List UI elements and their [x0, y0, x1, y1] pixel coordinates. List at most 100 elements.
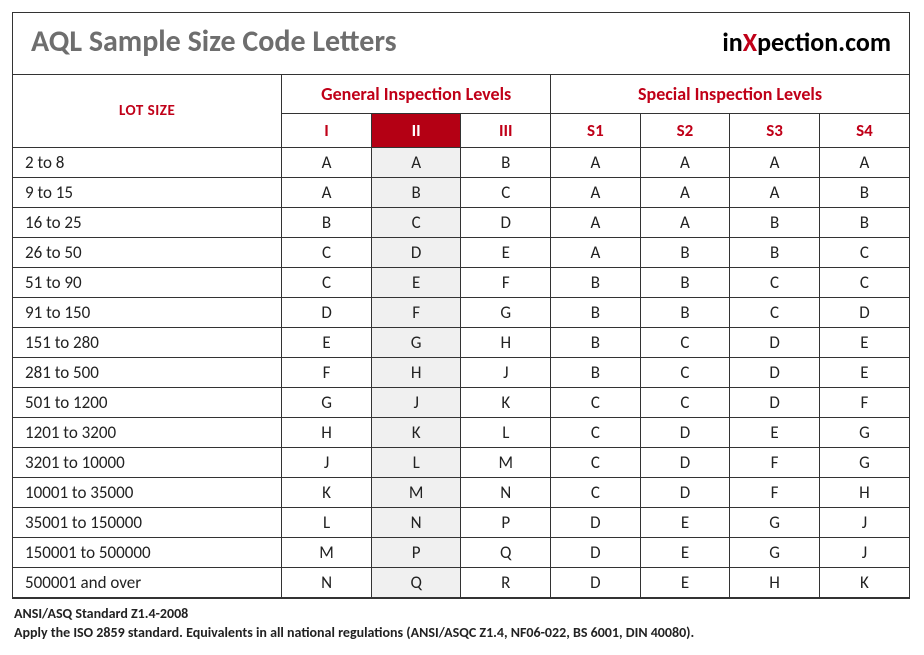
special-cell: B: [819, 178, 909, 208]
general-cell: D: [282, 298, 372, 328]
lot-size-cell: 3201 to 10000: [13, 448, 282, 478]
general-cell: A: [371, 148, 461, 178]
general-cell: B: [371, 178, 461, 208]
footer-notes: ANSI/ASQ Standard Z1.4-2008 Apply the IS…: [12, 599, 910, 643]
general-cell: N: [282, 568, 372, 598]
general-cell: J: [371, 388, 461, 418]
special-cell: A: [551, 178, 641, 208]
general-cell: R: [461, 568, 551, 598]
general-cell: A: [282, 148, 372, 178]
lot-size-cell: 501 to 1200: [13, 388, 282, 418]
general-cell: J: [461, 358, 551, 388]
lot-size-cell: 2 to 8: [13, 148, 282, 178]
col-head-special-S2: S2: [640, 114, 730, 148]
table-row: 3201 to 10000JLMCDFG: [13, 448, 909, 478]
table-row: 16 to 25BCDAABB: [13, 208, 909, 238]
special-cell: F: [819, 388, 909, 418]
footer-line-1: ANSI/ASQ Standard Z1.4-2008: [14, 605, 908, 624]
table-row: 281 to 500FHJBCDE: [13, 358, 909, 388]
special-cell: E: [819, 358, 909, 388]
table-row: 151 to 280EGHBCDE: [13, 328, 909, 358]
special-cell: E: [640, 568, 730, 598]
special-cell: A: [730, 148, 820, 178]
lot-size-cell: 35001 to 150000: [13, 508, 282, 538]
special-cell: C: [640, 328, 730, 358]
lot-size-cell: 16 to 25: [13, 208, 282, 238]
table-row: 2 to 8AABAAAA: [13, 148, 909, 178]
general-cell: L: [371, 448, 461, 478]
col-head-general-II: II: [371, 114, 461, 148]
lot-size-cell: 151 to 280: [13, 328, 282, 358]
col-head-special-S4: S4: [819, 114, 909, 148]
header-row: AQL Sample Size Code Letters inXpection.…: [13, 13, 909, 75]
general-cell: E: [371, 268, 461, 298]
general-cell: L: [282, 508, 372, 538]
general-cell: C: [371, 208, 461, 238]
general-cell: F: [371, 298, 461, 328]
col-group-general: General Inspection Levels: [282, 75, 551, 114]
general-cell: G: [461, 298, 551, 328]
general-cell: G: [371, 328, 461, 358]
table-row: 1201 to 3200HKLCDEG: [13, 418, 909, 448]
general-cell: N: [371, 508, 461, 538]
special-cell: A: [551, 238, 641, 268]
special-cell: G: [819, 418, 909, 448]
special-cell: D: [640, 478, 730, 508]
special-cell: D: [551, 568, 641, 598]
table-row: 9 to 15ABCAAAB: [13, 178, 909, 208]
general-cell: H: [461, 328, 551, 358]
general-cell: A: [282, 178, 372, 208]
special-cell: D: [730, 358, 820, 388]
special-cell: A: [730, 178, 820, 208]
special-cell: J: [819, 508, 909, 538]
special-cell: C: [819, 238, 909, 268]
lot-size-cell: 10001 to 35000: [13, 478, 282, 508]
special-cell: C: [551, 448, 641, 478]
general-cell: G: [282, 388, 372, 418]
special-cell: C: [730, 298, 820, 328]
special-cell: C: [551, 388, 641, 418]
table-row: 150001 to 500000MPQDEGJ: [13, 538, 909, 568]
special-cell: A: [640, 148, 730, 178]
special-cell: B: [551, 268, 641, 298]
table-row: 35001 to 150000LNPDEGJ: [13, 508, 909, 538]
col-head-general-I: I: [282, 114, 372, 148]
special-cell: A: [640, 208, 730, 238]
table-row: 51 to 90CEFBBCC: [13, 268, 909, 298]
special-cell: D: [819, 298, 909, 328]
general-cell: Q: [461, 538, 551, 568]
special-cell: C: [551, 478, 641, 508]
general-cell: C: [461, 178, 551, 208]
general-cell: K: [282, 478, 372, 508]
aql-table-frame: AQL Sample Size Code Letters inXpection.…: [12, 12, 910, 599]
special-cell: B: [551, 298, 641, 328]
special-cell: D: [730, 388, 820, 418]
lot-size-cell: 9 to 15: [13, 178, 282, 208]
general-cell: B: [282, 208, 372, 238]
general-cell: M: [371, 478, 461, 508]
table-row: 91 to 150DFGBBCD: [13, 298, 909, 328]
col-head-lot-size: LOT SIZE: [13, 75, 282, 148]
general-cell: Q: [371, 568, 461, 598]
general-cell: E: [461, 238, 551, 268]
special-cell: E: [640, 538, 730, 568]
brand-logo: inXpection.com: [722, 26, 891, 58]
special-cell: E: [819, 328, 909, 358]
table-row: 500001 and overNQRDEHK: [13, 568, 909, 598]
special-cell: B: [730, 238, 820, 268]
special-cell: E: [730, 418, 820, 448]
general-cell: P: [461, 508, 551, 538]
general-cell: C: [282, 268, 372, 298]
special-cell: C: [730, 268, 820, 298]
special-cell: G: [730, 508, 820, 538]
general-cell: H: [282, 418, 372, 448]
general-cell: L: [461, 418, 551, 448]
brand-x: X: [743, 26, 757, 58]
general-cell: P: [371, 538, 461, 568]
special-cell: D: [551, 508, 641, 538]
general-cell: E: [282, 328, 372, 358]
special-cell: C: [551, 418, 641, 448]
table-row: 501 to 1200GJKCCDF: [13, 388, 909, 418]
special-cell: D: [730, 328, 820, 358]
lot-size-cell: 500001 and over: [13, 568, 282, 598]
